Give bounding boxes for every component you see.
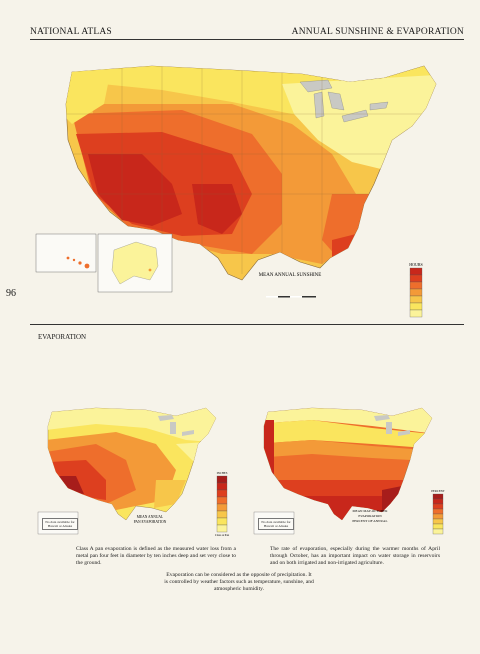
legend-swatch (432, 528, 444, 535)
page-number: 96 (6, 288, 16, 299)
legend-swatch (409, 274, 423, 283)
zone-yellow-northwest (66, 66, 112, 124)
great-lakes (299, 79, 389, 123)
caption-rate-importance: The rate of evaporation, especially duri… (270, 546, 440, 566)
pct-great-lakes (374, 415, 410, 436)
atlas-title: NATIONAL ATLAS (30, 27, 112, 37)
percent-evaporation-map: MEAN MAY-OCTOBER EVAPORATION PERCENT OF … (253, 407, 445, 535)
pan-legend (216, 475, 228, 533)
sunshine-legend-title: HOURS (409, 262, 423, 267)
legend-swatch (409, 295, 423, 304)
pct-map-title-1: MEAN MAY-OCTOBER (353, 509, 389, 513)
alaska-shape (111, 241, 159, 285)
legend-swatch (432, 518, 444, 525)
pan-map-title-1: MEAN ANNUAL (137, 515, 163, 519)
legend-swatch (432, 503, 444, 510)
legend-swatch (216, 489, 228, 498)
page-subject-title: ANNUAL SUNSHINE & EVAPORATION (291, 27, 464, 37)
legend-swatch (409, 281, 423, 290)
pan-evaporation-map: MEAN ANNUAL PAN EVAPORATION INCHES Class… (37, 407, 230, 537)
pct-legend-title: PERCENT (431, 489, 445, 493)
zone-deep-desert (88, 154, 182, 226)
legend-swatch (216, 503, 228, 512)
legend-swatch (216, 517, 228, 526)
caption-evaporation-opposite: Evaporation can be considered as the opp… (164, 572, 314, 592)
sunshine-scale-bar (266, 296, 316, 298)
legend-swatch (216, 496, 228, 505)
pct-inset-note: No data available for Hawaii or Alaska (258, 518, 294, 530)
pan-inset-note: No data available for Hawaii or Alaska (42, 518, 78, 530)
legend-swatch (409, 267, 423, 276)
legend-swatch (432, 508, 444, 515)
legend-swatch (216, 524, 228, 533)
legend-swatch (216, 510, 228, 519)
legend-swatch (432, 523, 444, 530)
pan-great-lakes (158, 415, 194, 436)
sunshine-map-title: MEAN ANNUAL SUNSHINE (259, 273, 322, 278)
section-rule (30, 324, 464, 325)
pct-map-title-3: PERCENT OF ANNUAL (352, 519, 387, 523)
sunshine-map: MEAN ANNUAL SUNSHINE HOURS (35, 65, 437, 318)
legend-swatch (409, 309, 423, 318)
pan-map-title-2: PAN EVAPORATION (134, 520, 167, 524)
sunshine-legend (409, 267, 423, 318)
zone-deep-texas (192, 184, 242, 234)
legend-swatch (216, 482, 228, 491)
legend-swatch (409, 302, 423, 311)
hawaii-islands (66, 256, 90, 269)
pan-legend-title: INCHES (217, 471, 228, 475)
pct-map-title-2: EVAPORATION (358, 514, 382, 518)
caption-pan-definition: Class A pan evaporation is defined as th… (76, 546, 236, 566)
header-rule (30, 39, 464, 40)
legend-swatch (409, 288, 423, 297)
legend-swatch (432, 493, 444, 500)
percent-legend (432, 493, 444, 535)
legend-swatch (216, 475, 228, 484)
legend-swatch (432, 498, 444, 505)
pan-legend-note: Class A Pan (215, 533, 230, 537)
evaporation-section-label: EVAPORATION (38, 333, 87, 341)
legend-swatch (432, 513, 444, 520)
